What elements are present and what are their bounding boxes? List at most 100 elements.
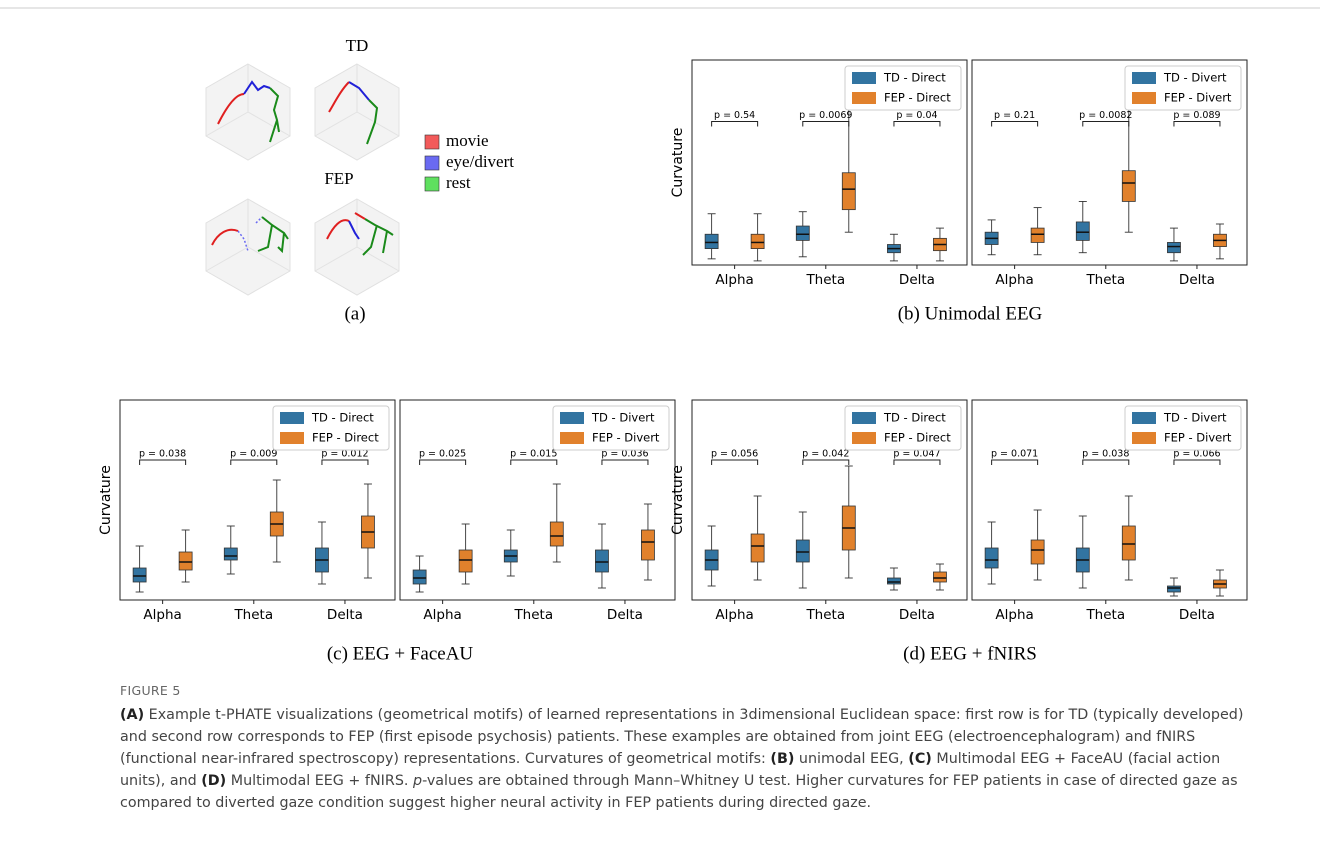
legend-swatch (424, 134, 440, 150)
x-tick-label: Alpha (715, 607, 753, 623)
legend-label: rest (446, 173, 471, 192)
legend-swatch (560, 412, 584, 424)
box (1030, 539, 1045, 565)
box (933, 571, 947, 583)
p-bracket (1082, 121, 1130, 127)
p-bracket (893, 121, 941, 127)
x-tick-label: Alpha (715, 272, 753, 288)
plot-frame (971, 59, 1248, 266)
box-chart: Alpha p = 0.025 Theta p = 0.015 Delta p = 0.0… (399, 399, 676, 623)
x-tick-label: Alpha (995, 272, 1033, 288)
p-value: p = 0.047 (893, 449, 940, 460)
legend-swatch (852, 72, 876, 84)
caption-ref: (B) (770, 751, 795, 767)
p-bracket (601, 459, 649, 465)
legend-label: eye/divert (446, 152, 514, 171)
x-tick-label: Delta (327, 607, 363, 623)
y-axis-label: Curvature (98, 465, 114, 535)
legend-swatch (424, 155, 440, 171)
x-tick-label: Delta (1179, 607, 1215, 623)
x-tick-label: Delta (899, 272, 935, 288)
legend-swatch (852, 412, 876, 424)
p-bracket (1173, 121, 1221, 127)
legend-label: TD - Direct (883, 71, 946, 85)
box (795, 539, 810, 563)
legend-label: FEP - Direct (312, 431, 379, 445)
box (412, 569, 427, 585)
x-tick-label: Theta (233, 607, 273, 623)
p-bracket (419, 459, 467, 465)
p-value: p = 0.071 (991, 449, 1038, 460)
caption-text: -values are obtained through Mann–Whitne… (120, 773, 1238, 811)
p-value: p = 0.042 (802, 449, 849, 460)
p-bracket (321, 459, 369, 465)
legend-swatch (280, 432, 304, 444)
caption-ref: (D) (201, 773, 227, 789)
subcaption: (d) EEG + fNIRS (903, 643, 1037, 664)
p-value: p = 0.056 (711, 449, 758, 460)
p-value: p = 0.025 (419, 449, 466, 460)
legend-label: TD - Direct (311, 411, 374, 425)
box-chart: Curvature Alpha p = 0.54 Theta p = 0.0069 Del… (670, 59, 968, 288)
legend-label: FEP - Divert (1164, 91, 1232, 105)
row-label: TD (346, 36, 369, 55)
p-bracket (139, 459, 187, 465)
p-value: p = 0.012 (321, 449, 368, 460)
legend-swatch (424, 176, 440, 192)
box (641, 529, 655, 561)
p-value: p = 0.038 (139, 449, 186, 460)
legend-label: FEP - Direct (884, 91, 951, 105)
box (1030, 227, 1045, 243)
subcaption: (a) (344, 303, 365, 324)
legend-swatch (1132, 92, 1156, 104)
box (795, 225, 810, 241)
box (549, 521, 564, 547)
motif-legend: movie eye/divert rest (424, 131, 514, 192)
motif-panel: TD FEP (205, 36, 400, 296)
plot-frame (119, 399, 396, 601)
plot-frame (399, 399, 676, 601)
box (1167, 585, 1181, 593)
p-bracket (510, 459, 558, 465)
x-tick-label: Theta (1085, 272, 1125, 288)
box (887, 577, 901, 585)
box (750, 233, 765, 249)
plot-frame (971, 399, 1248, 601)
legend-swatch (852, 92, 876, 104)
legend-label: TD - Direct (883, 411, 946, 425)
legend-swatch (280, 412, 304, 424)
p-bracket (230, 459, 278, 465)
box (1121, 525, 1136, 561)
legend-swatch (1132, 412, 1156, 424)
legend-swatch (560, 432, 584, 444)
box-chart: Alpha p = 0.071 Theta p = 0.038 Delta p = 0.0… (971, 399, 1248, 623)
p-bracket (802, 121, 850, 127)
x-tick-label: Alpha (143, 607, 181, 623)
box (132, 567, 147, 583)
plot-frame (691, 59, 968, 266)
box (595, 549, 609, 573)
figure-caption: FIGURE 5 (A) Example t-PHATE visualizati… (120, 680, 1250, 814)
x-tick-label: Delta (1179, 272, 1215, 288)
box (704, 233, 719, 249)
y-axis-label: Curvature (670, 128, 686, 198)
box (1167, 242, 1181, 254)
legend-swatch (852, 432, 876, 444)
legend-swatch (1132, 72, 1156, 84)
row-label: FEP (324, 169, 353, 188)
legend-label: TD - Divert (1163, 71, 1227, 85)
p-value: p = 0.0069 (799, 110, 852, 121)
p-bracket (991, 459, 1039, 465)
caption-text: unimodal EEG, (794, 751, 909, 767)
caption-text: Example t-PHATE visualizations (geometri… (120, 707, 1244, 767)
legend-label: FEP - Divert (592, 431, 660, 445)
p-value: p = 0.066 (1173, 449, 1220, 460)
box (178, 551, 193, 571)
p-bracket (893, 459, 941, 465)
subcaption: (b) Unimodal EEG (898, 303, 1043, 324)
legend-label: TD - Divert (1163, 411, 1227, 425)
subcaption: (c) EEG + FaceAU (327, 643, 474, 664)
x-tick-label: Alpha (995, 607, 1033, 623)
legend-label: FEP - Divert (1164, 431, 1232, 445)
